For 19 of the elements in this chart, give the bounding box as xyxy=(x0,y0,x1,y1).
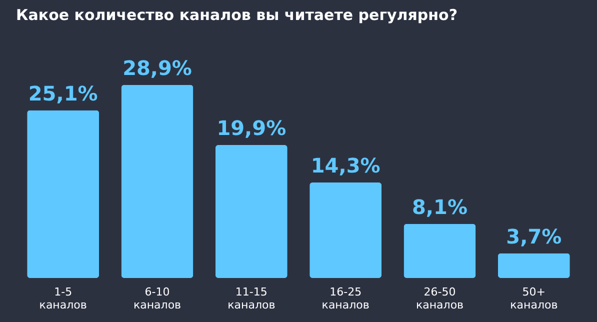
data-label: 14,3% xyxy=(310,153,380,178)
x-tick-label: 50+ каналов xyxy=(510,286,558,312)
x-tick-label: 6-10 каналов xyxy=(133,286,182,312)
data-label: 25,1% xyxy=(28,81,98,106)
bar xyxy=(498,253,570,278)
chart-title: Какое количество каналов вы читаете регулярно? xyxy=(16,6,458,24)
x-tick-label: 26-50 каналов xyxy=(416,286,464,312)
bar xyxy=(310,182,382,278)
data-label: 3,7% xyxy=(506,224,562,248)
data-label: 28,9% xyxy=(122,56,192,80)
data-label: 19,9% xyxy=(216,116,286,140)
x-tick-label: 16-25 каналов xyxy=(322,286,370,312)
x-tick-label: 1-5 каналов xyxy=(39,286,87,312)
bar xyxy=(121,84,194,278)
data-label: 8,1% xyxy=(412,194,468,219)
x-tick-label: 11-15 каналов xyxy=(228,286,276,312)
bar xyxy=(404,224,476,278)
bar xyxy=(215,145,288,278)
bar xyxy=(27,110,100,278)
